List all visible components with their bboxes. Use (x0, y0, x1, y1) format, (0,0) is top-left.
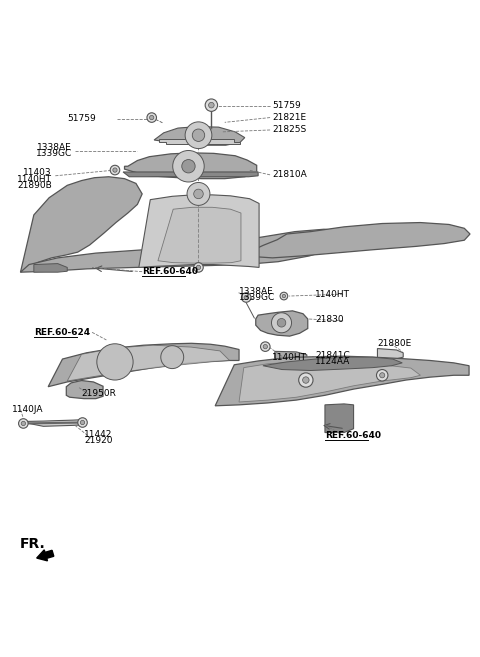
Text: 1338AE: 1338AE (37, 143, 72, 152)
Text: 11442: 11442 (84, 430, 112, 439)
Polygon shape (377, 349, 403, 359)
Circle shape (147, 113, 156, 122)
Circle shape (277, 319, 286, 327)
Circle shape (192, 129, 204, 141)
Circle shape (196, 265, 201, 269)
Text: 1140HT: 1140HT (315, 290, 350, 299)
Circle shape (113, 168, 117, 172)
Circle shape (110, 166, 120, 175)
Circle shape (185, 122, 212, 148)
Text: 1339GC: 1339GC (36, 149, 72, 158)
Circle shape (244, 296, 248, 300)
Text: REF.60-640: REF.60-640 (325, 431, 381, 440)
Circle shape (194, 263, 203, 272)
Text: 51759: 51759 (273, 101, 301, 110)
Circle shape (150, 116, 154, 120)
Circle shape (97, 344, 133, 380)
Text: 21825S: 21825S (273, 125, 307, 135)
Circle shape (299, 373, 313, 387)
Text: 21821E: 21821E (273, 113, 307, 122)
Circle shape (272, 313, 291, 333)
Polygon shape (154, 127, 245, 145)
Text: 1338AE: 1338AE (239, 286, 274, 296)
Circle shape (187, 183, 210, 206)
Circle shape (376, 369, 388, 381)
Polygon shape (159, 139, 240, 144)
Text: 21880E: 21880E (377, 339, 412, 348)
Polygon shape (215, 356, 469, 406)
Text: 1140HT: 1140HT (17, 175, 52, 183)
Polygon shape (325, 404, 354, 432)
Polygon shape (124, 153, 257, 179)
Text: REF.60-624: REF.60-624 (34, 328, 90, 337)
Text: 21841C: 21841C (315, 351, 350, 360)
Text: 21830: 21830 (315, 315, 344, 325)
Polygon shape (263, 357, 402, 371)
Text: 21920: 21920 (84, 436, 112, 445)
Text: 1124AA: 1124AA (315, 357, 351, 366)
Circle shape (80, 420, 84, 424)
Circle shape (21, 421, 25, 426)
Circle shape (205, 99, 217, 112)
Text: 11403: 11403 (24, 168, 52, 177)
Polygon shape (256, 311, 308, 336)
Text: 21890B: 21890B (17, 181, 52, 190)
Circle shape (302, 377, 309, 383)
Circle shape (241, 293, 251, 302)
Circle shape (280, 292, 288, 300)
Text: 1339GC: 1339GC (239, 293, 276, 302)
Circle shape (282, 294, 286, 298)
Circle shape (261, 342, 270, 351)
Text: FR.: FR. (20, 537, 45, 551)
Text: 21950R: 21950R (82, 389, 117, 398)
Polygon shape (34, 263, 67, 272)
Text: 21810A: 21810A (273, 170, 307, 179)
Polygon shape (249, 223, 470, 258)
Circle shape (161, 346, 184, 369)
Circle shape (182, 160, 195, 173)
Polygon shape (67, 345, 229, 381)
Polygon shape (48, 344, 239, 387)
Polygon shape (21, 177, 142, 272)
Polygon shape (239, 362, 420, 402)
Circle shape (194, 189, 203, 198)
Text: 1140HT: 1140HT (272, 353, 307, 361)
Polygon shape (123, 172, 258, 177)
Polygon shape (20, 420, 83, 426)
FancyArrow shape (36, 550, 54, 561)
Circle shape (173, 150, 204, 182)
Circle shape (19, 419, 28, 428)
Circle shape (380, 373, 385, 378)
Text: REF.60-640: REF.60-640 (142, 267, 198, 276)
Polygon shape (158, 208, 241, 263)
Text: 51759: 51759 (67, 114, 96, 123)
Polygon shape (66, 380, 103, 399)
Circle shape (78, 418, 87, 427)
Text: 1140JA: 1140JA (12, 405, 43, 414)
Circle shape (209, 102, 214, 108)
Circle shape (263, 344, 267, 349)
Polygon shape (275, 351, 307, 361)
Polygon shape (139, 195, 259, 267)
Polygon shape (21, 229, 345, 272)
